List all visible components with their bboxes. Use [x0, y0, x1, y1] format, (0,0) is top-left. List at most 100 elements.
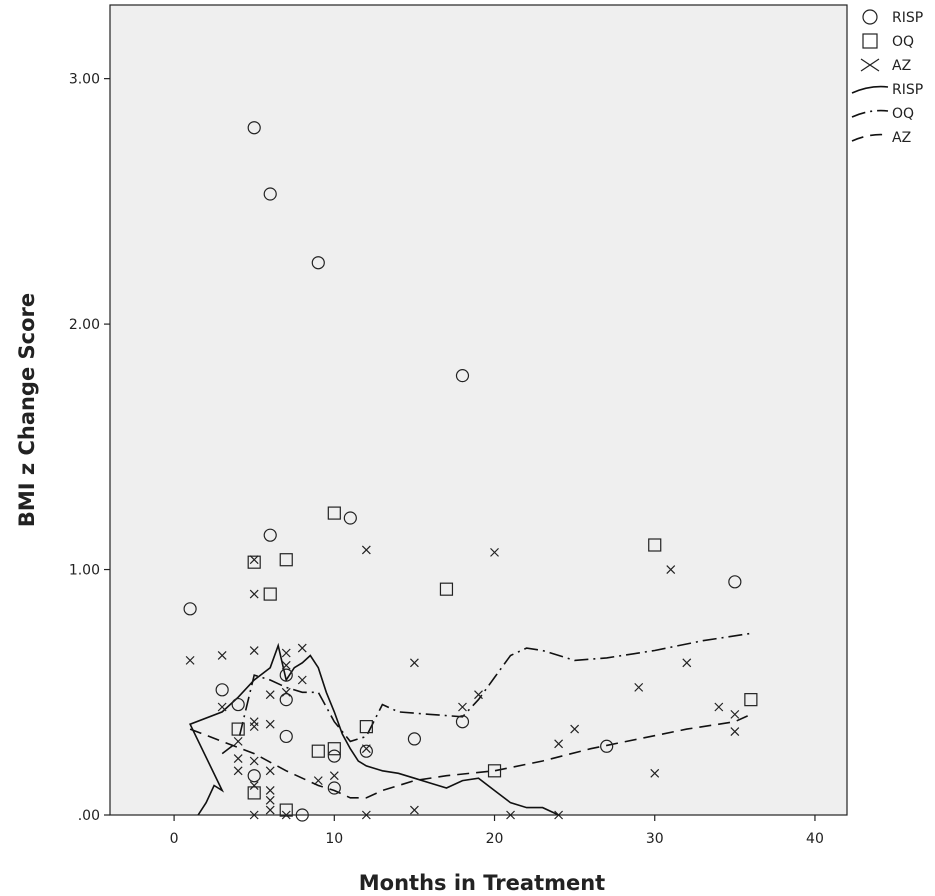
point-az	[730, 727, 740, 736]
y-tick-label: 2.00	[69, 317, 100, 333]
point-az	[233, 766, 243, 776]
point-oq	[327, 506, 341, 520]
point-oq	[247, 786, 261, 800]
point-oq	[279, 803, 293, 817]
point-az	[265, 805, 275, 815]
point-risp	[728, 575, 742, 589]
point-az	[249, 781, 259, 790]
point-az	[570, 724, 580, 734]
y-tick-label: 1.00	[69, 563, 100, 579]
point-az	[265, 719, 275, 729]
point-oq	[744, 693, 758, 707]
point-az	[249, 722, 259, 732]
point-az	[249, 756, 259, 766]
point-az	[554, 739, 564, 749]
point-oq	[263, 587, 277, 601]
point-az	[313, 776, 323, 786]
point-az	[249, 646, 259, 655]
point-az	[281, 648, 291, 658]
legend-item-az-line: AZ	[851, 130, 911, 146]
legend-line-icon	[851, 133, 889, 142]
y-tick-label: .00	[78, 808, 100, 824]
scatter-series-az	[185, 545, 740, 820]
point-az	[361, 810, 371, 820]
x-tick-label: 10	[325, 831, 343, 847]
legend-circle-icon	[862, 9, 878, 25]
legend-label: AZ	[892, 58, 911, 74]
point-az	[666, 565, 676, 574]
point-az	[329, 771, 339, 781]
point-oq	[648, 538, 662, 552]
legend-item-risp-line: RISP	[851, 82, 923, 98]
point-az	[297, 675, 307, 685]
legend-item-az-marker: AZ	[860, 58, 911, 74]
plot-background	[109, 4, 848, 816]
point-az	[281, 660, 291, 670]
legend-label: RISP	[892, 10, 923, 26]
point-risp	[247, 769, 261, 783]
point-risp	[263, 187, 277, 201]
point-oq	[327, 742, 341, 756]
point-az	[714, 702, 724, 712]
point-az	[361, 545, 371, 555]
fit-line-az	[189, 713, 752, 799]
point-risp	[295, 808, 309, 822]
legend-line-icon	[851, 109, 889, 118]
legend-item-risp-marker: RISP	[862, 9, 923, 26]
point-risp	[279, 668, 293, 682]
x-tick-label: 40	[806, 831, 824, 847]
point-oq	[247, 555, 261, 569]
point-risp	[183, 602, 197, 616]
legend-label: OQ	[892, 106, 914, 122]
point-risp	[600, 739, 614, 753]
point-risp	[279, 729, 293, 744]
legend-item-oq-marker: OQ	[862, 33, 914, 50]
point-az	[409, 805, 419, 815]
x-tick-label: 30	[646, 831, 664, 847]
point-az	[265, 795, 275, 805]
point-risp	[215, 683, 229, 697]
point-az	[185, 655, 195, 665]
legend-item-oq-line: OQ	[851, 106, 914, 122]
legend-x-icon	[860, 58, 880, 72]
point-az	[217, 702, 227, 712]
point-az	[249, 555, 259, 565]
legend-label: AZ	[892, 130, 911, 146]
point-risp	[359, 744, 373, 758]
point-risp	[343, 511, 357, 525]
point-oq	[359, 720, 373, 734]
x-tick-label: 0	[170, 831, 179, 847]
point-risp	[247, 121, 261, 135]
point-az	[233, 754, 243, 763]
point-az	[361, 744, 371, 754]
point-az	[249, 810, 259, 820]
point-az	[634, 682, 644, 692]
point-az	[409, 658, 419, 668]
point-az	[281, 810, 291, 820]
point-az	[490, 547, 499, 557]
point-risp	[327, 749, 341, 763]
point-oq	[231, 722, 245, 736]
legend-label: OQ	[892, 34, 914, 50]
x-tick-label: 20	[486, 831, 504, 847]
point-risp	[327, 781, 341, 795]
point-az	[281, 687, 291, 697]
point-az	[458, 702, 467, 712]
point-az	[474, 690, 483, 700]
point-oq	[487, 764, 502, 778]
point-az	[650, 768, 660, 778]
point-az	[265, 786, 275, 795]
point-oq	[279, 553, 293, 567]
point-az	[265, 690, 275, 700]
point-oq	[311, 744, 325, 758]
point-risp	[407, 732, 422, 746]
point-az	[554, 810, 564, 820]
point-risp	[455, 369, 470, 383]
y-axis-title: BMI z Change Score	[15, 293, 39, 527]
point-az	[297, 643, 307, 653]
point-az	[265, 766, 275, 776]
point-risp	[231, 697, 245, 712]
fit-line-risp	[189, 642, 559, 815]
scatter-series-risp	[183, 121, 742, 822]
